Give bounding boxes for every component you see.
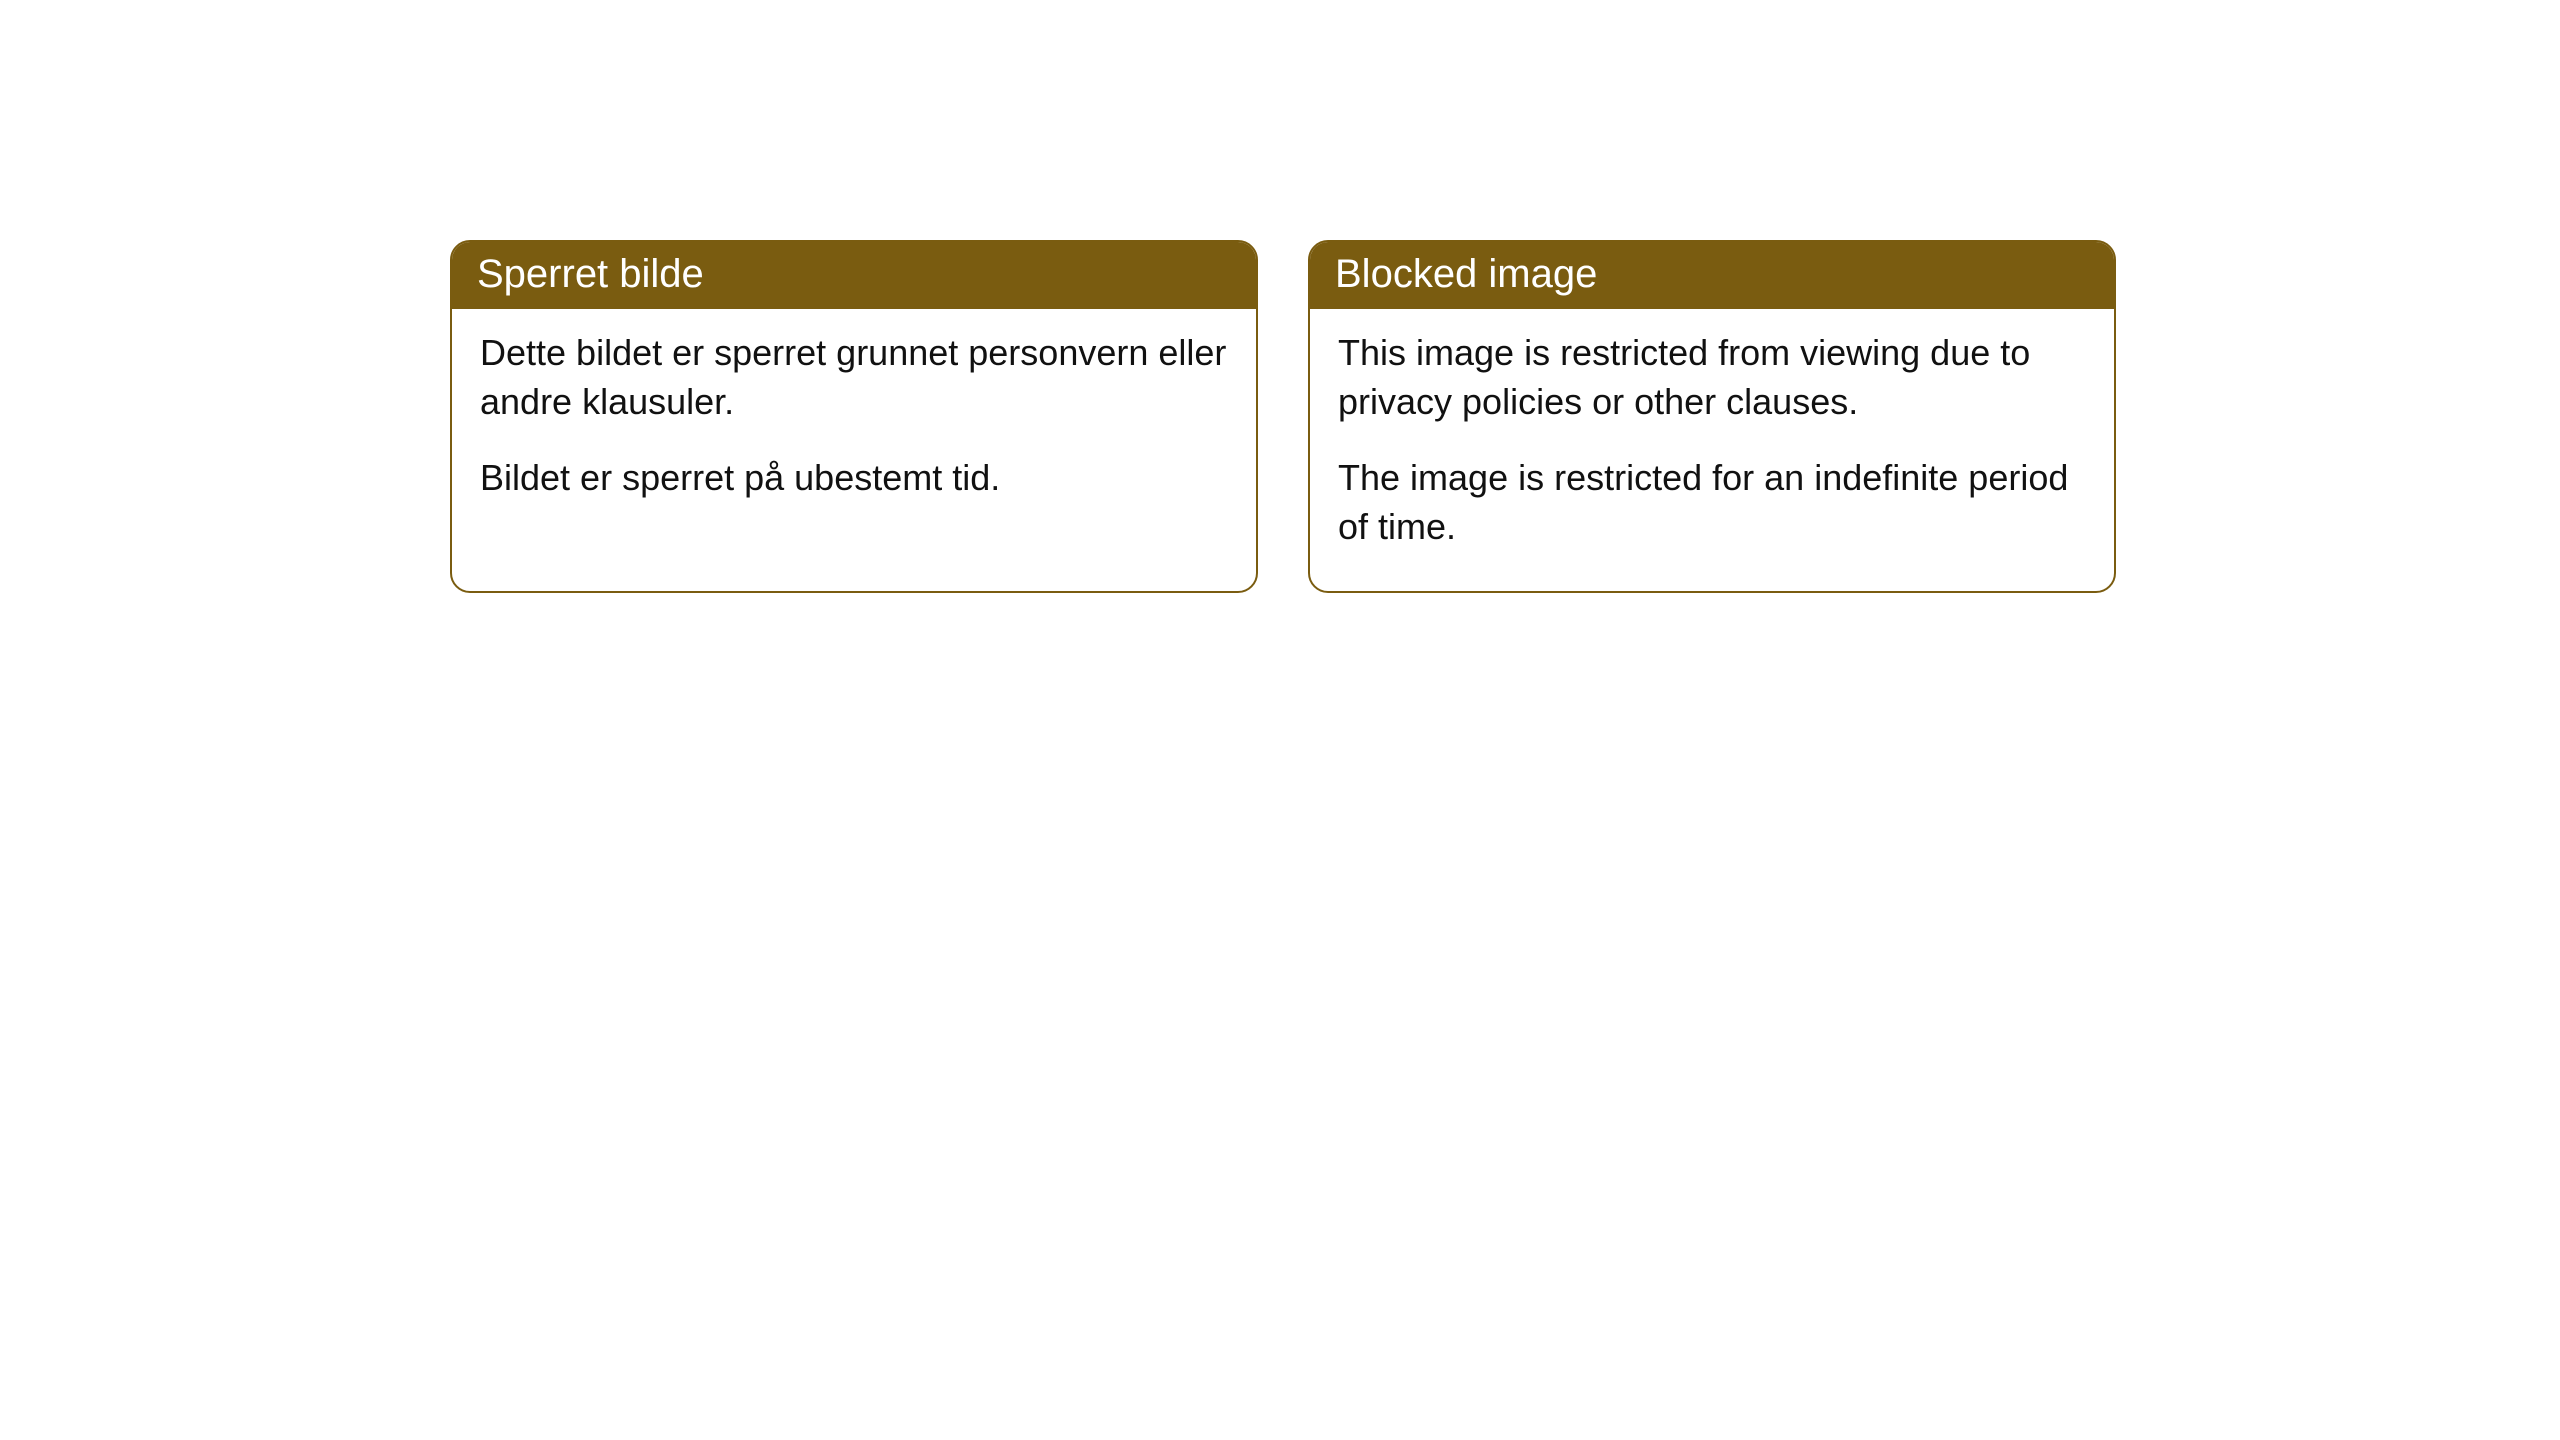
card-paragraph: This image is restricted from viewing du… [1338, 329, 2086, 426]
card-paragraph: The image is restricted for an indefinit… [1338, 454, 2086, 551]
card-body: This image is restricted from viewing du… [1310, 309, 2114, 591]
notice-card-en: Blocked image This image is restricted f… [1308, 240, 2116, 593]
card-paragraph: Dette bildet er sperret grunnet personve… [480, 329, 1228, 426]
card-header: Blocked image [1310, 242, 2114, 309]
cards-container: Sperret bilde Dette bildet er sperret gr… [0, 0, 2560, 593]
card-paragraph: Bildet er sperret på ubestemt tid. [480, 454, 1228, 503]
card-body: Dette bildet er sperret grunnet personve… [452, 309, 1256, 543]
notice-card-no: Sperret bilde Dette bildet er sperret gr… [450, 240, 1258, 593]
card-header: Sperret bilde [452, 242, 1256, 309]
